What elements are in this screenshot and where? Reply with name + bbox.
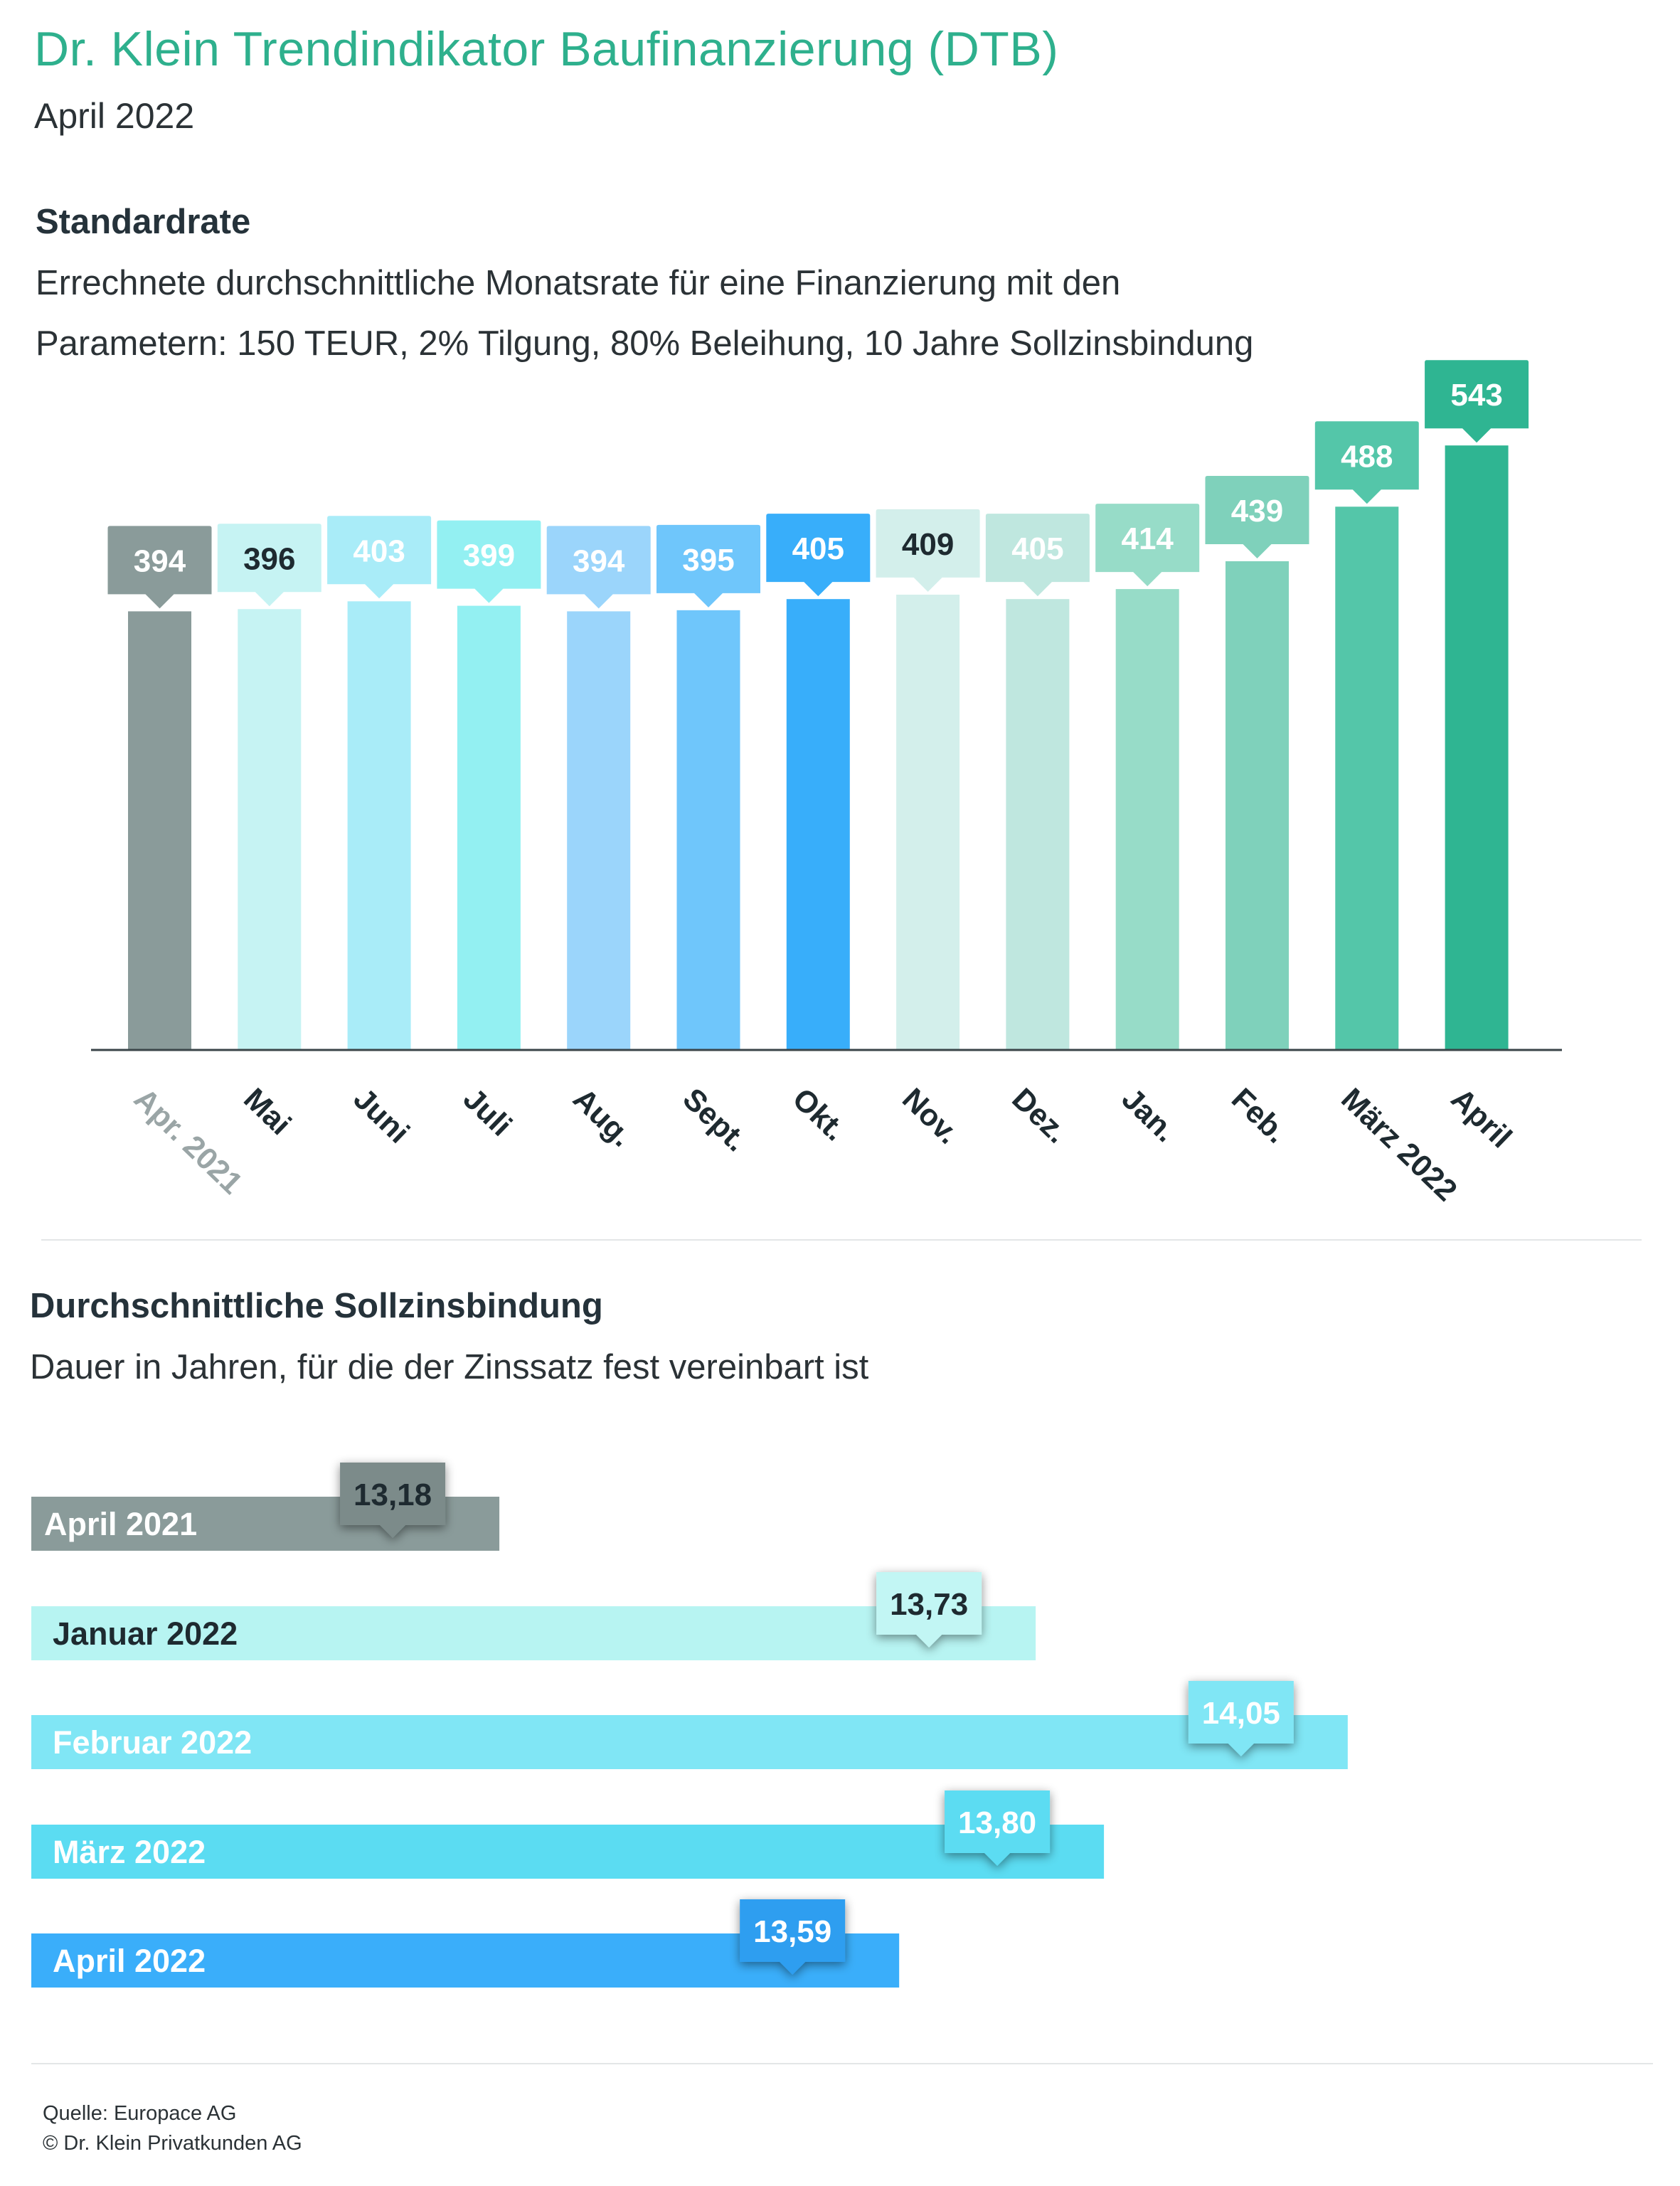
value-callout-4 (546, 526, 651, 609)
value-callout-9 (1095, 504, 1200, 587)
data-label-12: 543 (1450, 378, 1502, 413)
data-label-3: 399 (463, 538, 515, 573)
value-callout-h-1 (876, 1572, 982, 1648)
data-label-9: 414 (1121, 521, 1174, 556)
data-label-7: 409 (902, 527, 954, 562)
footer-divider (31, 2063, 1653, 2064)
bar-2 (347, 601, 411, 1050)
bar-4 (567, 611, 631, 1050)
data-label-h-0: 13,18 (353, 1477, 432, 1512)
data-label-1: 396 (243, 541, 295, 576)
section-divider (41, 1239, 1642, 1241)
hbar-1 (31, 1606, 1036, 1660)
data-label-10: 439 (1231, 494, 1283, 529)
value-callout-h-4 (740, 1899, 846, 1975)
standardrate-title: Standardrate (36, 203, 251, 241)
value-callout-6 (766, 514, 871, 597)
standardrate-description-line2: Parametern: 150 TEUR, 2% Tilgung, 80% Be… (36, 324, 1254, 363)
bar-5 (676, 610, 740, 1050)
value-callout-h-0 (340, 1463, 446, 1538)
sollzins-description: Dauer in Jahren, für die der Zinssatz fe… (30, 1348, 869, 1386)
value-callout-7 (876, 509, 980, 592)
data-label-11: 488 (1341, 439, 1393, 474)
copyright-note: © Dr. Klein Privatkunden AG (43, 2132, 302, 2155)
category-label-4: April 2022 (53, 1943, 206, 1979)
category-label-1: Januar 2022 (53, 1615, 238, 1652)
value-callout-h-2 (1188, 1681, 1294, 1756)
bar-9 (1115, 589, 1179, 1050)
standardrate-description-line1: Errechnete durchschnittliche Monatsrate … (36, 264, 1121, 302)
source-note: Quelle: Europace AG (43, 2102, 237, 2125)
value-callout-5 (656, 524, 760, 607)
data-label-h-1: 13,73 (890, 1587, 968, 1622)
data-label-h-3: 13,80 (958, 1805, 1036, 1840)
hbar-3 (31, 1825, 1105, 1879)
value-callout-10 (1205, 475, 1309, 558)
bar-7 (896, 594, 960, 1050)
value-callout-2 (327, 516, 432, 599)
bar-10 (1226, 561, 1289, 1050)
data-label-6: 405 (792, 531, 844, 566)
category-label-0: April 2021 (44, 1506, 197, 1542)
value-callout-0 (107, 526, 212, 609)
bar-6 (786, 599, 850, 1050)
bar-1 (238, 609, 302, 1050)
value-callout-3 (437, 520, 541, 603)
value-callout-h-3 (945, 1790, 1051, 1866)
page-subtitle: April 2022 (34, 96, 195, 136)
category-label-3: März 2022 (53, 1834, 206, 1870)
bar-3 (457, 605, 521, 1050)
data-label-0: 394 (134, 543, 186, 578)
bar-12 (1445, 445, 1509, 1050)
hbar-2 (31, 1715, 1348, 1769)
bar-8 (1006, 599, 1070, 1050)
value-callout-8 (985, 514, 1090, 597)
data-label-5: 395 (682, 543, 734, 578)
data-label-4: 394 (573, 543, 625, 578)
data-label-h-4: 13,59 (753, 1914, 831, 1949)
data-label-8: 405 (1011, 531, 1063, 566)
page-title: Dr. Klein Trendindikator Baufinanzierung… (34, 22, 1059, 76)
bar-0 (128, 611, 191, 1050)
bar-11 (1335, 506, 1399, 1050)
data-label-h-2: 14,05 (1202, 1696, 1280, 1731)
sollzins-title: Durchschnittliche Sollzinsbindung (30, 1287, 603, 1325)
data-label-2: 403 (353, 534, 405, 568)
value-callout-1 (217, 524, 321, 607)
category-label-2: Februar 2022 (53, 1724, 252, 1761)
value-callout-11 (1314, 421, 1419, 504)
value-callout-12 (1425, 360, 1529, 443)
